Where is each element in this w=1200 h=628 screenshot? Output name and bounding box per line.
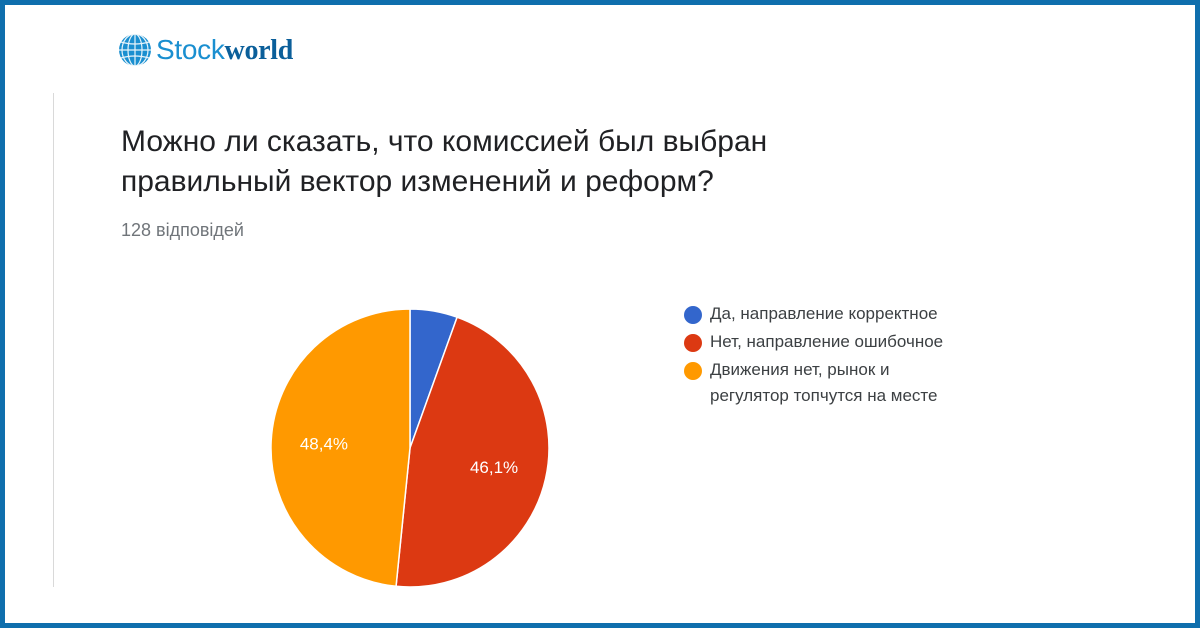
legend-swatch-1	[684, 306, 702, 324]
logo-stock-text: Stock	[156, 33, 225, 65]
pie-slice-3[interactable]	[270, 308, 411, 588]
response-count: 128 відповідей	[121, 220, 244, 240]
legend-label-1: Да, направление корректное	[710, 304, 938, 323]
chart-legend: Да, направление корректное Нет, направлен…	[684, 304, 944, 415]
globe-icon	[119, 33, 151, 67]
legend-item-3[interactable]: Движения нет, рынок и регулятор топчутся…	[684, 360, 944, 409]
pie-slice-label-3: 48,4%	[300, 435, 348, 454]
logo-wordmark: Stockworld	[156, 33, 293, 68]
question-title: Можно ли сказать, что комиссией был выбр…	[121, 125, 768, 198]
stockworld-logo[interactable]: Stockworld	[118, 32, 293, 68]
pie-slice-2[interactable]	[395, 316, 550, 588]
legend-swatch-3	[684, 362, 702, 380]
logo-world-text: world	[224, 34, 294, 66]
legend-swatch-2	[684, 334, 702, 352]
legend-label-3: Движения нет, рынок и регулятор топчутся…	[710, 360, 938, 405]
pie-slice-label-2: 46,1%	[470, 458, 518, 477]
pie-chart: 46,1% 48,4%	[270, 308, 550, 588]
legend-item-1[interactable]: Да, направление корректное	[684, 304, 944, 327]
legend-item-2[interactable]: Нет, направление ошибочное	[684, 332, 944, 355]
legend-label-2: Нет, направление ошибочное	[710, 332, 944, 351]
divider-line	[53, 93, 54, 587]
